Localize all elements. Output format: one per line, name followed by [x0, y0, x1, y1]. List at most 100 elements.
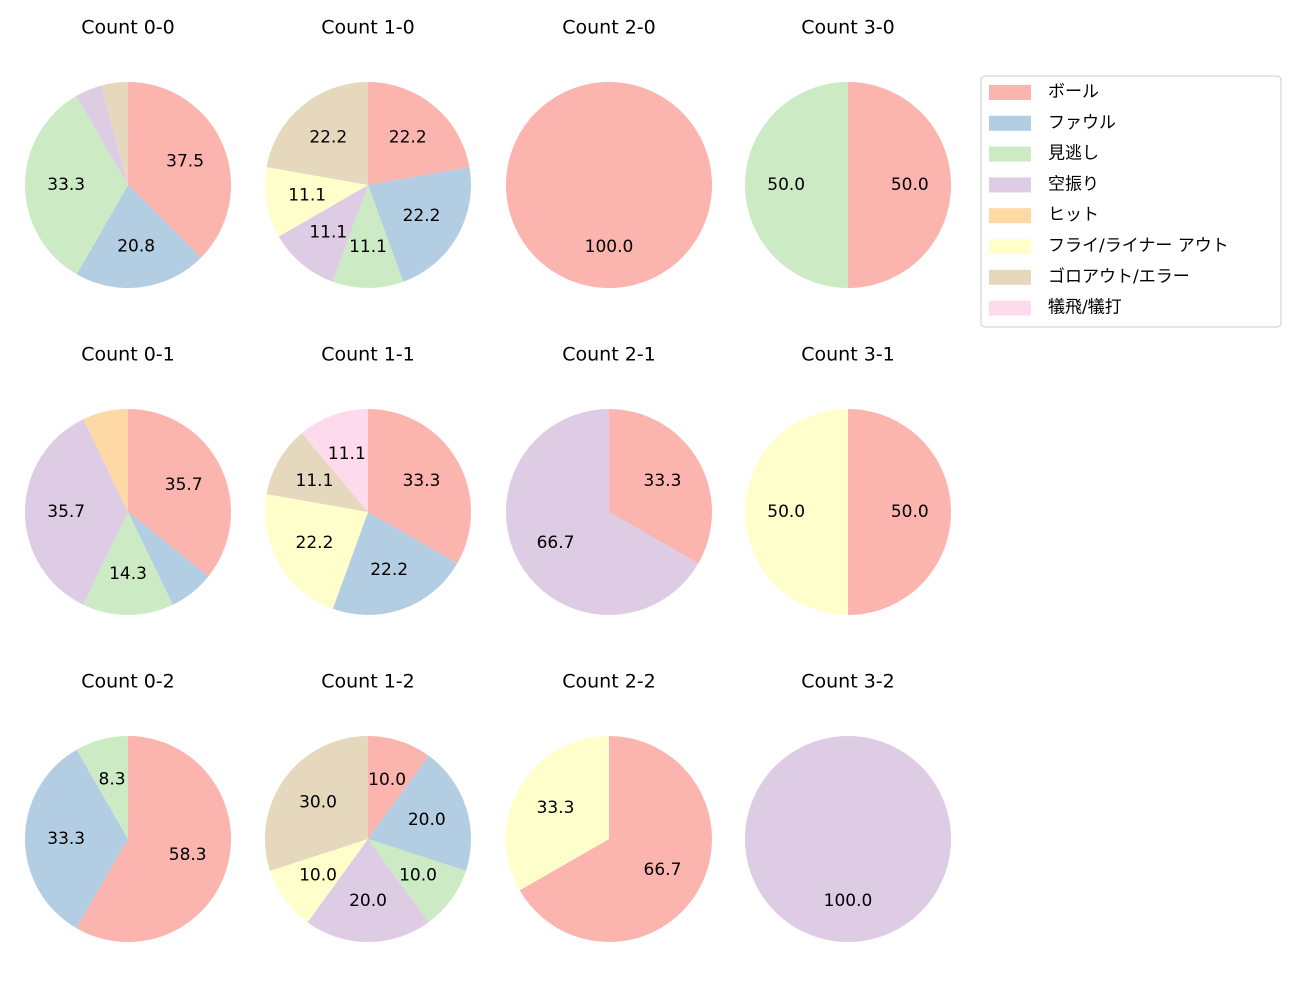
pie-slice: [368, 409, 471, 564]
slice-label: 33.3: [403, 471, 441, 491]
pie-slice: [128, 409, 232, 577]
pie-slice: [83, 409, 128, 512]
slice-label: 35.7: [47, 502, 85, 522]
legend-swatch: [989, 177, 1031, 193]
pie-title: Count 2-1: [562, 344, 656, 366]
pie-title: Count 0-2: [81, 671, 175, 693]
pie-slice: [24, 96, 128, 275]
slice-label: 50.0: [891, 502, 929, 522]
pie-slice: [848, 82, 951, 288]
pie-title: Count 2-2: [562, 671, 656, 693]
legend-swatch: [989, 300, 1031, 316]
pie-slice: [128, 512, 209, 605]
pie-slice: [128, 82, 232, 258]
slice-label: 22.2: [389, 128, 427, 148]
pie-slice: [25, 749, 129, 929]
legend-label: ゴロアウト/エラー: [1048, 266, 1190, 287]
pie-slice: [745, 82, 848, 288]
pie-slice: [266, 433, 368, 512]
pie-slice: [101, 82, 128, 185]
pie-title: Count 2-0: [562, 17, 656, 39]
pie-slice: [301, 409, 368, 512]
pie-slice: [264, 494, 368, 609]
pie-slice: [332, 512, 458, 615]
pie-slice: [307, 839, 429, 942]
slice-label: 66.7: [537, 533, 575, 553]
slice-label: 11.1: [309, 222, 347, 242]
pie-slice: [506, 82, 712, 288]
slice-label: 100.0: [824, 891, 873, 911]
pie-slice: [506, 409, 699, 615]
pie-slice: [332, 185, 404, 288]
pie-slice: [278, 185, 368, 282]
slice-label: 30.0: [299, 793, 337, 813]
slice-label: 10.0: [368, 770, 406, 790]
slice-label: 33.3: [47, 175, 85, 195]
legend-label: 犠飛/犠打: [1048, 298, 1122, 318]
pie-title: Count 3-1: [801, 344, 895, 366]
legend-label: ボール: [1048, 82, 1099, 102]
pie-title: Count 1-2: [321, 671, 415, 693]
slice-label: 50.0: [767, 502, 805, 522]
pie-title: Count 3-2: [801, 671, 895, 693]
slice-label: 58.3: [169, 845, 207, 865]
legend-label: ファウル: [1048, 113, 1116, 133]
slice-label: 33.3: [47, 829, 85, 849]
legend-swatch: [989, 85, 1031, 100]
legend-label: 見逃し: [1048, 144, 1099, 164]
slice-label: 22.2: [370, 560, 408, 580]
pie-slice: [270, 839, 368, 923]
slice-label: 20.0: [408, 810, 446, 830]
pie-slice: [264, 167, 368, 237]
slice-label: 11.1: [296, 471, 334, 491]
slice-label: 11.1: [288, 186, 326, 206]
pie-slice: [609, 409, 712, 564]
pie-slice: [264, 736, 368, 871]
slice-label: 10.0: [399, 865, 437, 885]
slice-label: 11.1: [328, 444, 366, 464]
pie-slice: [76, 185, 201, 288]
pie-title: Count 1-0: [321, 17, 415, 39]
pie-slice: [83, 512, 173, 615]
pie-slice: [848, 409, 951, 615]
slice-label: 50.0: [767, 175, 805, 195]
slice-label: 100.0: [585, 237, 634, 257]
slice-label: 33.3: [537, 798, 575, 818]
pie-slice: [368, 736, 429, 839]
legend-box: [980, 75, 1282, 328]
slice-label: 22.2: [309, 128, 347, 148]
pie-slice: [519, 736, 712, 942]
pie-slice: [368, 839, 466, 923]
pie-title: Count 0-0: [81, 17, 175, 39]
slice-label: 50.0: [891, 175, 929, 195]
pie-slice: [76, 736, 128, 839]
slice-label: 11.1: [349, 237, 387, 257]
legend-swatch: [989, 115, 1031, 131]
pie-slice: [368, 82, 470, 185]
legend-swatch: [989, 208, 1031, 224]
pie-title: Count 3-0: [801, 17, 895, 39]
slice-label: 33.3: [644, 471, 682, 491]
legend-swatch: [989, 269, 1031, 285]
pie-title: Count 1-1: [321, 344, 415, 366]
slice-label: 35.7: [165, 475, 203, 495]
pie-slice: [506, 736, 609, 891]
pie-slice: [25, 419, 129, 605]
slice-label: 22.2: [403, 206, 441, 226]
slice-label: 10.0: [299, 865, 337, 885]
slice-label: 22.2: [296, 533, 334, 553]
slice-label: 20.0: [349, 891, 387, 911]
legend-swatch: [989, 239, 1031, 254]
pie-slice: [745, 409, 848, 615]
slice-label: 20.8: [117, 236, 155, 256]
legend-label: 空振り: [1048, 174, 1099, 194]
pie-slice: [266, 82, 368, 185]
pie-slice: [76, 85, 128, 185]
pie-slice: [76, 736, 232, 942]
pie-slice: [745, 736, 951, 942]
slice-label: 37.5: [166, 151, 204, 171]
slice-label: 66.7: [644, 860, 682, 880]
pie-slice: [368, 167, 471, 282]
legend-label: ヒット: [1048, 205, 1099, 225]
